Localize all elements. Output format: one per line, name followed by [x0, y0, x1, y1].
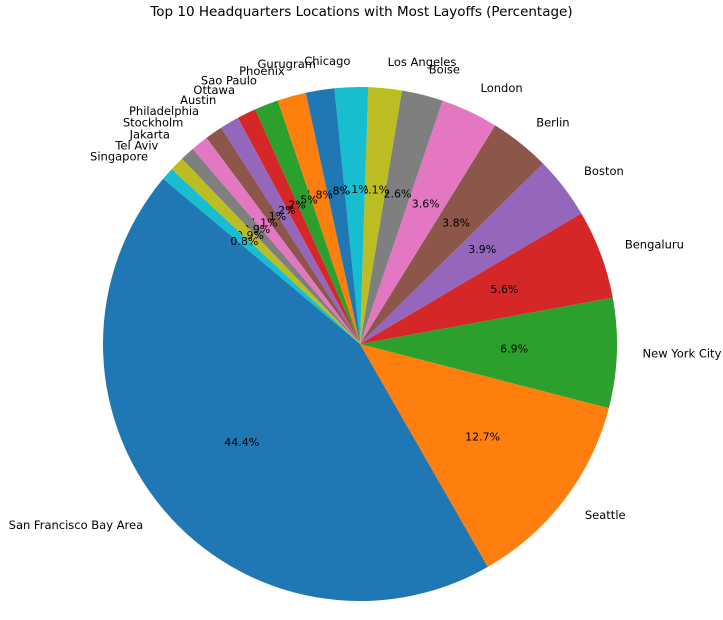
- slice-pct-boston: 3.9%: [468, 243, 496, 256]
- slice-pct-los-angeles: 2.1%: [361, 184, 389, 197]
- pie-slice-seattle: [360, 344, 609, 567]
- slice-label-bengaluru: Bengaluru: [625, 238, 684, 252]
- pie-slice-stockholm: [192, 137, 360, 344]
- slice-label-los-angeles: Los Angeles: [388, 55, 457, 69]
- slice-label-jakarta: Jakarta: [129, 127, 170, 141]
- slice-pct-seattle: 12.7%: [465, 430, 500, 443]
- pie-slice-boston: [360, 163, 582, 344]
- pie-slice-gurugram: [305, 88, 360, 344]
- slice-label-stockholm: Stockholm: [123, 116, 184, 130]
- slice-label-boise: Boise: [429, 62, 460, 76]
- pie-slice-san-francisco-bay-area: [102, 178, 488, 601]
- slice-pct-boise: 2.6%: [384, 187, 412, 200]
- pie-slice-london: [360, 100, 496, 344]
- pie-slice-phoenix: [277, 92, 360, 345]
- pie-slice-boise: [360, 90, 443, 344]
- slice-label-seattle: Seattle: [585, 508, 626, 522]
- slice-pct-chicago: 2.1%: [341, 183, 369, 196]
- slice-label-singapore: Singapore: [90, 149, 148, 163]
- pie-slice-sao-paulo: [255, 100, 360, 344]
- pie-slice-berlin: [360, 125, 543, 344]
- slice-label-gurugram: Gurugram: [257, 57, 316, 71]
- slice-label-ottawa: Ottawa: [193, 83, 235, 97]
- pie-slice-tel-aviv: [171, 158, 360, 344]
- slice-pct-san-francisco-bay-area: 44.4%: [224, 436, 259, 449]
- pie-slice-philadelphia: [206, 127, 360, 344]
- slice-label-tel-aviv: Tel Aviv: [114, 138, 158, 152]
- pie-slice-bengaluru: [360, 213, 613, 344]
- slice-label-berlin: Berlin: [536, 115, 569, 129]
- pie-slice-austin: [221, 117, 360, 344]
- pie-slice-chicago: [334, 87, 369, 344]
- slice-pct-gurugram: 1.8%: [322, 185, 350, 198]
- pie-slice-new-york-city: [360, 297, 617, 409]
- pie-slice-ottawa: [237, 109, 360, 345]
- slice-pct-new-york-city: 6.9%: [500, 342, 528, 355]
- slice-label-san-francisco-bay-area: San Francisco Bay Area: [9, 518, 144, 532]
- pie-slice-jakarta: [181, 148, 360, 344]
- pie-slice-singapore: [163, 169, 360, 344]
- slice-label-new-york-city: New York City: [643, 346, 722, 360]
- slice-label-austin: Austin: [180, 93, 216, 107]
- slice-pct-london: 3.6%: [412, 198, 440, 211]
- slice-pct-singapore: 0.8%: [230, 235, 258, 248]
- slice-pct-berlin: 3.8%: [442, 216, 470, 229]
- slice-pct-bengaluru: 5.6%: [490, 283, 518, 296]
- slice-label-sao-paulo: Sao Paulo: [201, 73, 257, 87]
- chart-title: Top 10 Headquarters Locations with Most …: [150, 4, 573, 20]
- slice-pct-phoenix: 1.8%: [305, 188, 333, 201]
- slice-label-phoenix: Phoenix: [239, 64, 285, 78]
- slice-label-london: London: [481, 81, 523, 95]
- pie-slice-los-angeles: [360, 87, 402, 345]
- slice-label-philadelphia: Philadelphia: [129, 104, 199, 118]
- slice-label-boston: Boston: [584, 164, 624, 178]
- slice-label-chicago: Chicago: [304, 54, 350, 68]
